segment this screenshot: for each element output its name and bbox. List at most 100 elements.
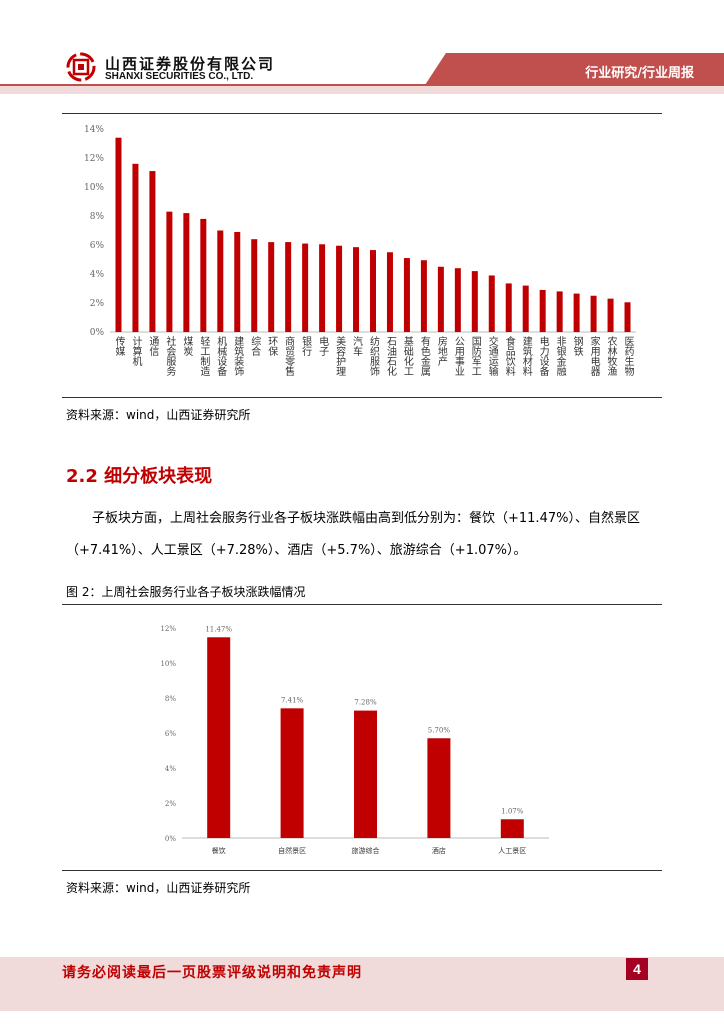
bar: [500, 819, 524, 838]
bar: [427, 738, 451, 838]
data-label: 5.70%: [428, 726, 451, 734]
bar: [183, 213, 190, 332]
section-paragraph: 子板块方面，上周社会服务行业各子板块涨跌幅由高到低分别为：餐饮（+11.47%）…: [66, 511, 640, 558]
bar: [115, 137, 122, 332]
company-name-cn: 山西证券股份有限公司: [105, 55, 276, 73]
x-tick-label: 基础化工: [401, 335, 413, 376]
bar: [285, 242, 292, 332]
x-tick-label: 家用电器: [588, 335, 600, 377]
x-tick-label: 通信: [147, 336, 159, 357]
header-banner: [425, 53, 724, 85]
y-tick-label: 4%: [165, 765, 176, 773]
y-tick-label: 6%: [165, 730, 176, 738]
y-tick-label: 14%: [84, 125, 104, 135]
x-tick-label: 煤炭: [181, 335, 193, 357]
y-tick-label: 8%: [90, 212, 105, 222]
bar: [539, 289, 546, 332]
y-tick-label: 8%: [165, 695, 176, 703]
bar: [556, 291, 563, 332]
bar: [149, 171, 156, 332]
bar: [437, 266, 444, 332]
x-tick-label: 汽车: [351, 335, 363, 357]
y-tick-label: 6%: [90, 241, 105, 251]
bar: [234, 231, 241, 332]
x-tick-label: 交通运输: [486, 335, 498, 377]
header-band: [0, 86, 724, 94]
bar: [319, 244, 326, 332]
bar: [370, 250, 376, 332]
bar: [454, 268, 461, 332]
x-tick-label: 综合: [249, 335, 261, 357]
y-tick-label: 2%: [90, 299, 105, 309]
data-label: 7.28%: [354, 699, 377, 707]
x-tick-label: 电力设备: [537, 335, 549, 377]
x-tick-label: 餐饮: [212, 846, 226, 855]
x-tick-label: 轻工制造: [198, 335, 210, 376]
bar: [336, 245, 343, 332]
company-logo-icon: [66, 52, 96, 82]
bar: [607, 298, 614, 332]
data-label: 1.07%: [501, 807, 524, 815]
section-title: 2.2 细分板块表现: [66, 466, 213, 487]
x-tick-label: 建筑材料: [520, 335, 532, 377]
bar: [573, 293, 580, 332]
bar: [624, 302, 631, 332]
bar: [590, 295, 597, 332]
bar: [354, 710, 377, 838]
bar: [522, 285, 529, 332]
company-name-en: SHANXI SECURITIES CO., LTD.: [105, 71, 254, 82]
bar: [471, 271, 478, 332]
bar: [403, 258, 410, 332]
footer-disclaimer: 请务必阅读最后一页股票评级说明和免责声明: [62, 965, 362, 981]
x-tick-label: 旅游综合: [352, 846, 380, 855]
figure1-top-rule: [62, 113, 662, 114]
x-tick-label: 非银金融: [554, 336, 566, 377]
y-tick-label: 10%: [84, 183, 104, 193]
x-tick-label: 机械设备: [215, 335, 227, 377]
x-tick-label: 有色金属: [418, 335, 430, 377]
x-tick-label: 食品饮料: [503, 335, 515, 377]
x-tick-label: 酒店: [432, 846, 446, 855]
x-tick-label: 房地产: [435, 335, 447, 367]
y-tick-label: 0%: [165, 835, 176, 843]
bar: [132, 163, 139, 332]
x-tick-label: 纺织服饰: [368, 335, 380, 377]
x-tick-label: 国防军工: [469, 336, 481, 376]
x-tick-label: 美容护理: [334, 335, 346, 376]
bar: [505, 283, 512, 332]
bar: [386, 252, 393, 332]
figure2-title: 图 2：上周社会服务行业各子板块涨跌幅情况: [66, 585, 306, 599]
x-tick-label: 计算机: [130, 335, 142, 367]
figure2-source: 资料来源：wind，山西证券研究所: [66, 881, 251, 895]
report-type: 行业研究/行业周报: [585, 66, 694, 81]
x-tick-label: 传媒: [113, 336, 125, 357]
figure1-source: 资料来源：wind，山西证券研究所: [66, 408, 251, 422]
page-number: 4: [626, 958, 648, 980]
subsector-returns-chart: 0% 2% 4% 6% 8% 10% 12% 餐饮 11.47% 自然景区 7.41% 旅游综合 7.2…: [160, 625, 549, 855]
bar: [166, 211, 173, 332]
bar: [207, 637, 231, 838]
footer-band: [0, 957, 724, 1011]
y-tick-label: 4%: [90, 270, 105, 280]
x-tick-label: 钢铁: [571, 335, 583, 357]
x-tick-label: 电子: [317, 335, 329, 356]
x-tick-label: 环保: [266, 336, 278, 357]
x-tick-label: 建筑装饰: [232, 335, 244, 377]
figure2-bottom-rule: [62, 870, 662, 871]
bar: [302, 243, 309, 332]
data-label: 11.47%: [205, 625, 232, 633]
bar: [268, 242, 275, 332]
bar: [280, 708, 304, 838]
x-tick-label: 农林牧渔: [605, 335, 617, 377]
industry-returns-chart: 0% 2% 4% 6% 8% 10% 12% 14% 传媒 计算机 通信 社会服务 煤炭 轻工制造 机械设备…: [84, 125, 636, 377]
header-rule: [0, 84, 724, 87]
y-tick-label: 10%: [160, 660, 176, 668]
bar: [353, 247, 360, 332]
x-tick-label: 石油石化: [384, 336, 396, 376]
x-tick-label: 社会服务: [164, 335, 176, 377]
bar: [420, 260, 427, 332]
bar: [488, 275, 495, 332]
x-tick-label: 自然景区: [278, 846, 306, 855]
y-tick-label: 0%: [90, 328, 105, 338]
